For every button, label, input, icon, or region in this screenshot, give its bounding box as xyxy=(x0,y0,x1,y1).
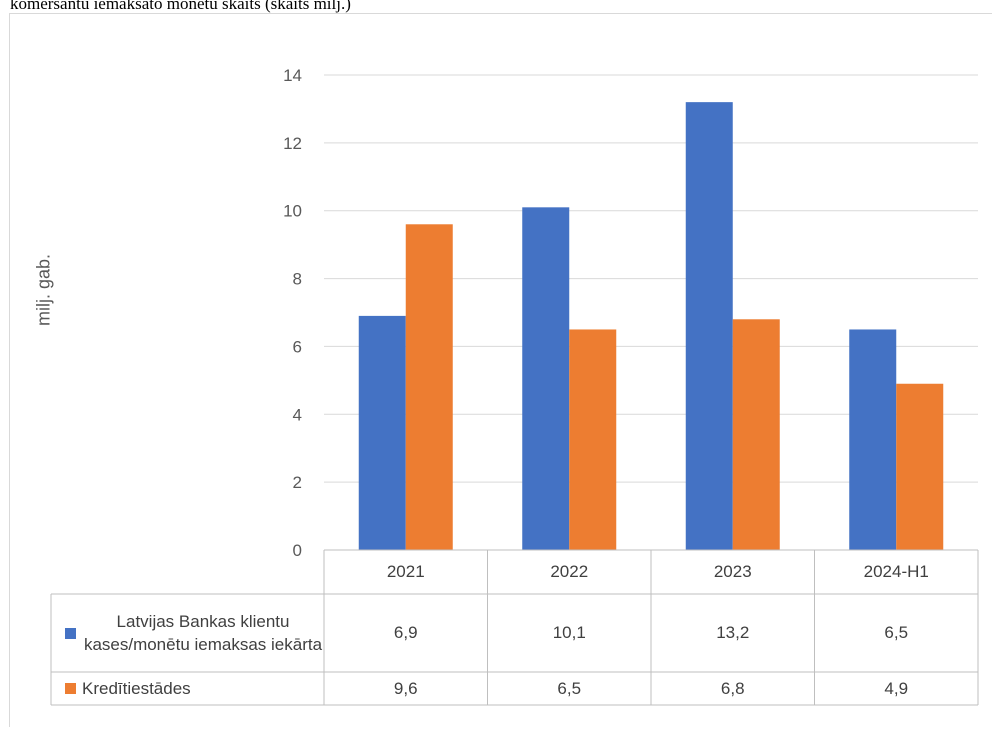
bar-latvijas-banka-2021 xyxy=(358,315,406,550)
bar-kreditiestades-2024-h1 xyxy=(896,383,944,550)
y-tick-label: 8 xyxy=(293,270,302,289)
x-category-label: 2023 xyxy=(713,562,752,581)
y-tick-label: 6 xyxy=(293,337,302,356)
legend-entry: Latvijas Bankas klientu kases/monētu iem… xyxy=(51,594,324,672)
legend-swatch xyxy=(65,627,76,639)
y-tick-label: 10 xyxy=(283,202,302,221)
data-label: 13,2 xyxy=(716,623,750,642)
y-tick-label: 14 xyxy=(283,66,302,85)
page-title: komersantu iemaksāto monētu skaits (skai… xyxy=(10,0,351,13)
bar-latvijas-banka-2024-h1 xyxy=(849,329,897,550)
data-label: 10,1 xyxy=(552,623,586,642)
y-tick-label: 0 xyxy=(293,541,302,560)
chart-frame xyxy=(9,13,992,727)
bar-kreditiestades-2023 xyxy=(732,319,780,550)
legend-label: Kredītiestādes xyxy=(82,679,191,698)
bar-kreditiestades-2021 xyxy=(405,224,453,551)
bar-latvijas-banka-2022 xyxy=(522,207,570,551)
legend-label: Latvijas Bankas klientu kases/monētu iem… xyxy=(83,612,323,654)
data-label: 6,5 xyxy=(884,623,909,642)
x-category-label: 2021 xyxy=(386,562,425,581)
data-label: 6,9 xyxy=(393,623,418,642)
bar-kreditiestades-2022 xyxy=(569,329,617,550)
bar-latvijas-banka-2023 xyxy=(685,102,733,551)
y-tick-label: 2 xyxy=(293,473,302,492)
x-category-label: 2022 xyxy=(550,562,589,581)
data-label: 4,9 xyxy=(884,678,909,698)
y-tick-label: 12 xyxy=(283,134,302,153)
data-label: 9,6 xyxy=(393,678,418,698)
x-category-label: 2024-H1 xyxy=(863,562,929,581)
data-label: 6,8 xyxy=(720,678,745,698)
legend-swatch xyxy=(65,683,76,694)
y-tick-label: 4 xyxy=(293,405,302,424)
legend-entry: Kredītiestādes xyxy=(51,672,324,705)
data-label: 6,5 xyxy=(557,678,582,698)
